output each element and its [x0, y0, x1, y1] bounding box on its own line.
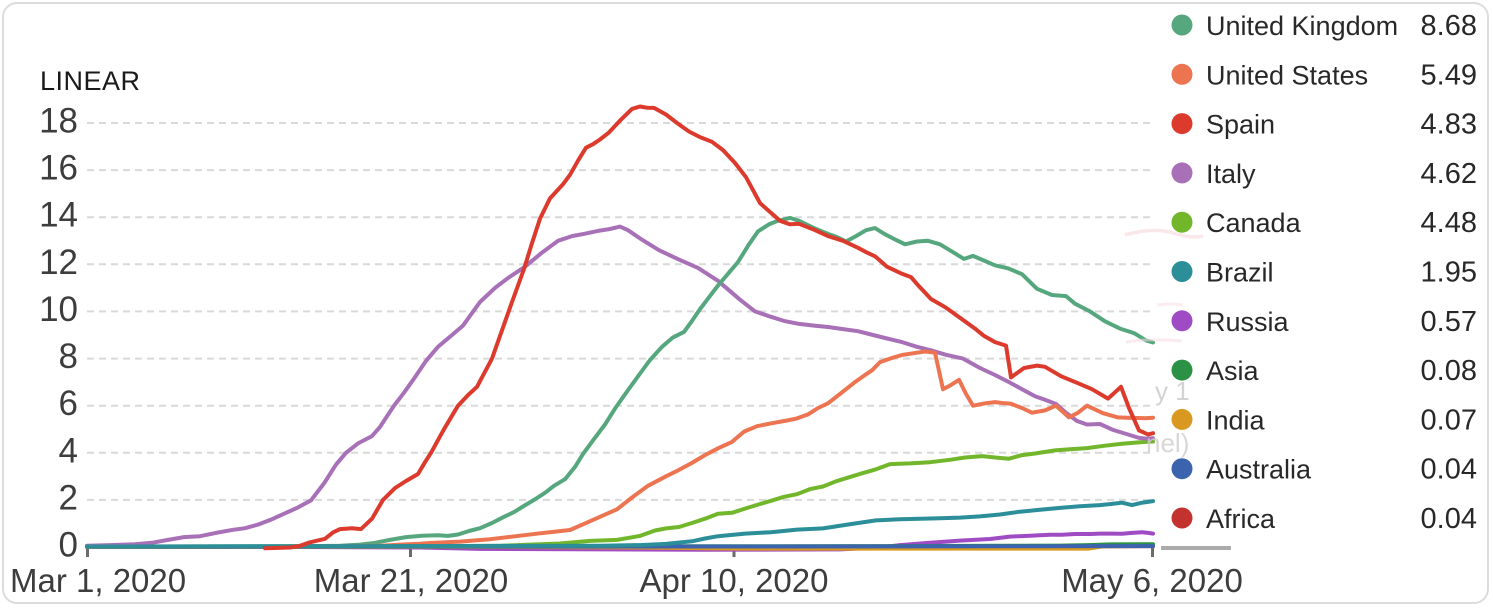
- svg-text:United Kingdom: United Kingdom: [1206, 11, 1398, 41]
- svg-text:5.49: 5.49: [1421, 59, 1477, 91]
- svg-text:Brazil: Brazil: [1206, 258, 1274, 288]
- svg-text:nel): nel): [1146, 428, 1189, 458]
- svg-text:10: 10: [39, 290, 78, 329]
- svg-text:0.04: 0.04: [1421, 503, 1477, 535]
- svg-text:Africa: Africa: [1206, 504, 1276, 534]
- svg-text:4.48: 4.48: [1421, 207, 1477, 239]
- svg-text:Asia: Asia: [1206, 356, 1260, 386]
- svg-text:0.08: 0.08: [1421, 355, 1477, 387]
- svg-text:LINEAR: LINEAR: [40, 66, 141, 96]
- svg-text:16: 16: [39, 149, 78, 188]
- svg-text:Australia: Australia: [1206, 455, 1312, 485]
- svg-text:12: 12: [39, 243, 78, 282]
- svg-text:Mar 21, 2020: Mar 21, 2020: [314, 562, 508, 599]
- svg-text:2: 2: [59, 478, 78, 517]
- svg-text:United States: United States: [1206, 60, 1368, 90]
- svg-text:0.04: 0.04: [1421, 454, 1477, 486]
- svg-text:May 6, 2020: May 6, 2020: [1061, 562, 1243, 599]
- svg-text:4.83: 4.83: [1421, 109, 1477, 141]
- svg-text:Mar 1, 2020: Mar 1, 2020: [10, 562, 186, 599]
- svg-text:4.62: 4.62: [1421, 158, 1477, 190]
- svg-text:y 1: y 1: [1155, 376, 1190, 406]
- svg-text:0.07: 0.07: [1421, 404, 1477, 436]
- svg-text:Apr 10, 2020: Apr 10, 2020: [640, 562, 829, 599]
- svg-text:8: 8: [59, 337, 78, 376]
- svg-text:18: 18: [39, 102, 78, 141]
- svg-text:0.57: 0.57: [1421, 306, 1477, 338]
- svg-text:0: 0: [59, 526, 78, 565]
- svg-text:Italy: Italy: [1206, 159, 1256, 189]
- svg-text:4: 4: [59, 431, 78, 470]
- svg-text:Spain: Spain: [1206, 110, 1275, 140]
- svg-text:1.95: 1.95: [1421, 257, 1477, 289]
- svg-text:Canada: Canada: [1206, 208, 1302, 238]
- svg-text:Russia: Russia: [1206, 307, 1290, 337]
- svg-text:6: 6: [59, 384, 78, 423]
- svg-text:8.68: 8.68: [1421, 10, 1477, 42]
- svg-text:India: India: [1206, 405, 1266, 435]
- svg-text:14: 14: [39, 196, 78, 235]
